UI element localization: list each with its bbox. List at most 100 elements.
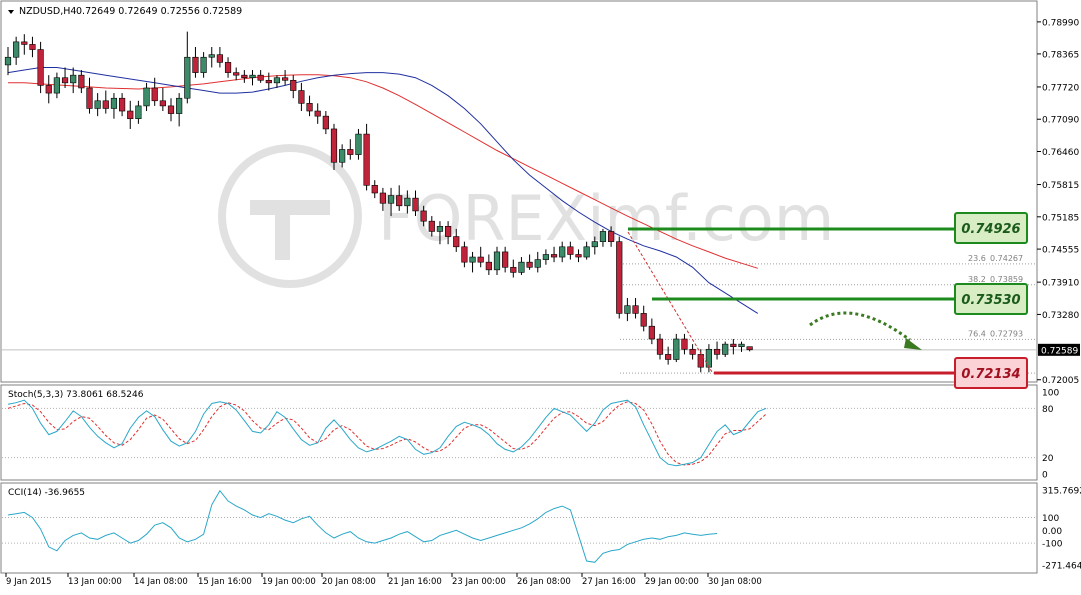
main-price-pane[interactable] xyxy=(0,0,1038,383)
resistance-2-value: 0.74926 xyxy=(961,222,1020,237)
candle-body xyxy=(477,256,484,263)
candle-body xyxy=(265,79,272,84)
candle-body xyxy=(151,87,158,102)
candle-body xyxy=(469,256,476,263)
candle-body xyxy=(412,197,419,212)
stochastic-main-line xyxy=(7,399,767,467)
cci-level-label: 0.00 xyxy=(1042,527,1062,537)
fib-price-label: 0.74267 xyxy=(990,254,1023,263)
candle-body xyxy=(607,231,615,242)
price-tick-label: 0.77090 xyxy=(1042,116,1079,126)
stochastic-pane[interactable] xyxy=(0,384,1038,481)
candle-body xyxy=(730,343,737,347)
candle-body xyxy=(640,313,647,327)
price-axis[interactable]: 0.78990 0.78365 0.77720 0.77090 0.76460 0.758… xyxy=(1037,18,1079,386)
fibonacci-levels: 23.6 0.74267 38.2 0.73859 76.4 0.72793 xyxy=(620,254,1037,374)
price-tick-label: 0.75185 xyxy=(1042,213,1079,223)
candle-body xyxy=(436,226,444,232)
candle-body xyxy=(167,105,175,114)
candle-body xyxy=(673,338,680,360)
watermark-logo: FOREXimf.com xyxy=(218,144,834,288)
slow-moving-average xyxy=(8,74,758,269)
price-tick-label: 0.74555 xyxy=(1042,246,1079,256)
candle-body xyxy=(159,100,166,107)
candle-body xyxy=(705,348,712,368)
candle-body xyxy=(21,41,28,45)
candle-body xyxy=(4,56,12,66)
stochastic-level-label: 0 xyxy=(1042,471,1048,481)
price-tick-label: 0.75815 xyxy=(1042,181,1079,191)
candle-body xyxy=(542,254,549,260)
candle-body xyxy=(656,338,664,355)
candle-body xyxy=(53,77,60,94)
candle-body xyxy=(37,49,44,86)
candle-body xyxy=(575,254,582,258)
price-tick-label: 0.78365 xyxy=(1042,50,1079,60)
candle-body xyxy=(632,305,639,314)
candle-body xyxy=(135,105,142,120)
time-tick-label: 30 Jan 08:00 xyxy=(708,577,762,587)
candle-body xyxy=(176,97,183,114)
candle-body xyxy=(722,343,729,355)
time-tick-label: 21 Jan 16:00 xyxy=(388,577,442,587)
candle-body xyxy=(567,246,574,255)
candle-body xyxy=(387,195,395,204)
time-tick-label: 14 Jan 08:00 xyxy=(134,577,188,587)
cci-level-label: 100 xyxy=(1042,514,1059,524)
candle-body xyxy=(110,97,118,109)
candle-body xyxy=(493,251,501,271)
candle-body xyxy=(379,192,387,204)
support-1-level: 0.72134 xyxy=(714,357,1028,389)
candle-body xyxy=(616,241,623,314)
candle-body xyxy=(648,325,655,340)
candle-body xyxy=(200,56,207,73)
candle-body xyxy=(591,241,598,248)
candle-body xyxy=(738,343,745,347)
cci-pane[interactable] xyxy=(0,482,1038,574)
projection-arrow xyxy=(809,311,922,350)
cci-line xyxy=(7,489,718,563)
time-axis[interactable]: 9 Jan 2015 13 Jan 00:00 14 Jan 08:00 15 Jan… xyxy=(5,573,762,587)
candle-body xyxy=(233,72,240,76)
fast-moving-average xyxy=(7,67,759,314)
resistance-2-box xyxy=(954,212,1028,244)
candle-body xyxy=(257,74,264,81)
fib-price-label: 0.72793 xyxy=(990,329,1023,338)
resistance-1-box xyxy=(954,283,1028,315)
time-tick-label: 9 Jan 2015 xyxy=(6,577,52,587)
cci-level-label: -100 xyxy=(1042,540,1063,550)
candle-body xyxy=(485,261,492,271)
candle-body xyxy=(347,149,354,155)
candle-body xyxy=(453,236,460,248)
collapse-arrow-icon[interactable] xyxy=(8,10,14,14)
price-tick-label: 0.73910 xyxy=(1042,279,1079,289)
candle-body xyxy=(534,259,541,268)
candle-body xyxy=(119,97,126,112)
candle-body xyxy=(502,251,509,268)
candle-body xyxy=(281,77,289,81)
time-tick-label: 15 Jan 16:00 xyxy=(198,577,252,587)
current-price-badge: 0.72589 xyxy=(1038,343,1080,356)
stochastic-level-label: 80 xyxy=(1042,405,1054,415)
candle-body xyxy=(599,231,607,242)
candle-body xyxy=(143,87,150,107)
price-tick-label: 0.78990 xyxy=(1042,18,1079,28)
candle-body xyxy=(420,210,427,222)
fib-ratio-label: 23.6 xyxy=(968,254,986,263)
candle-body xyxy=(306,103,313,112)
candle-body xyxy=(61,77,69,84)
candle-body xyxy=(241,74,248,79)
ohlc-values: 0.72649 0.72649 0.72556 0.72589 xyxy=(76,6,242,17)
candle-body xyxy=(371,185,378,194)
candle-body xyxy=(216,54,224,63)
price-tick-label: 0.76460 xyxy=(1042,148,1079,158)
cci-title: CCI(14) -36.9655 xyxy=(8,488,85,498)
time-tick-label: 23 Jan 00:00 xyxy=(452,577,506,587)
resistance-1-level: 0.73530 xyxy=(652,283,1028,315)
candle-body xyxy=(102,100,109,109)
support-1-box xyxy=(954,357,1028,389)
candle-body xyxy=(518,261,525,273)
candle-body xyxy=(624,305,631,314)
